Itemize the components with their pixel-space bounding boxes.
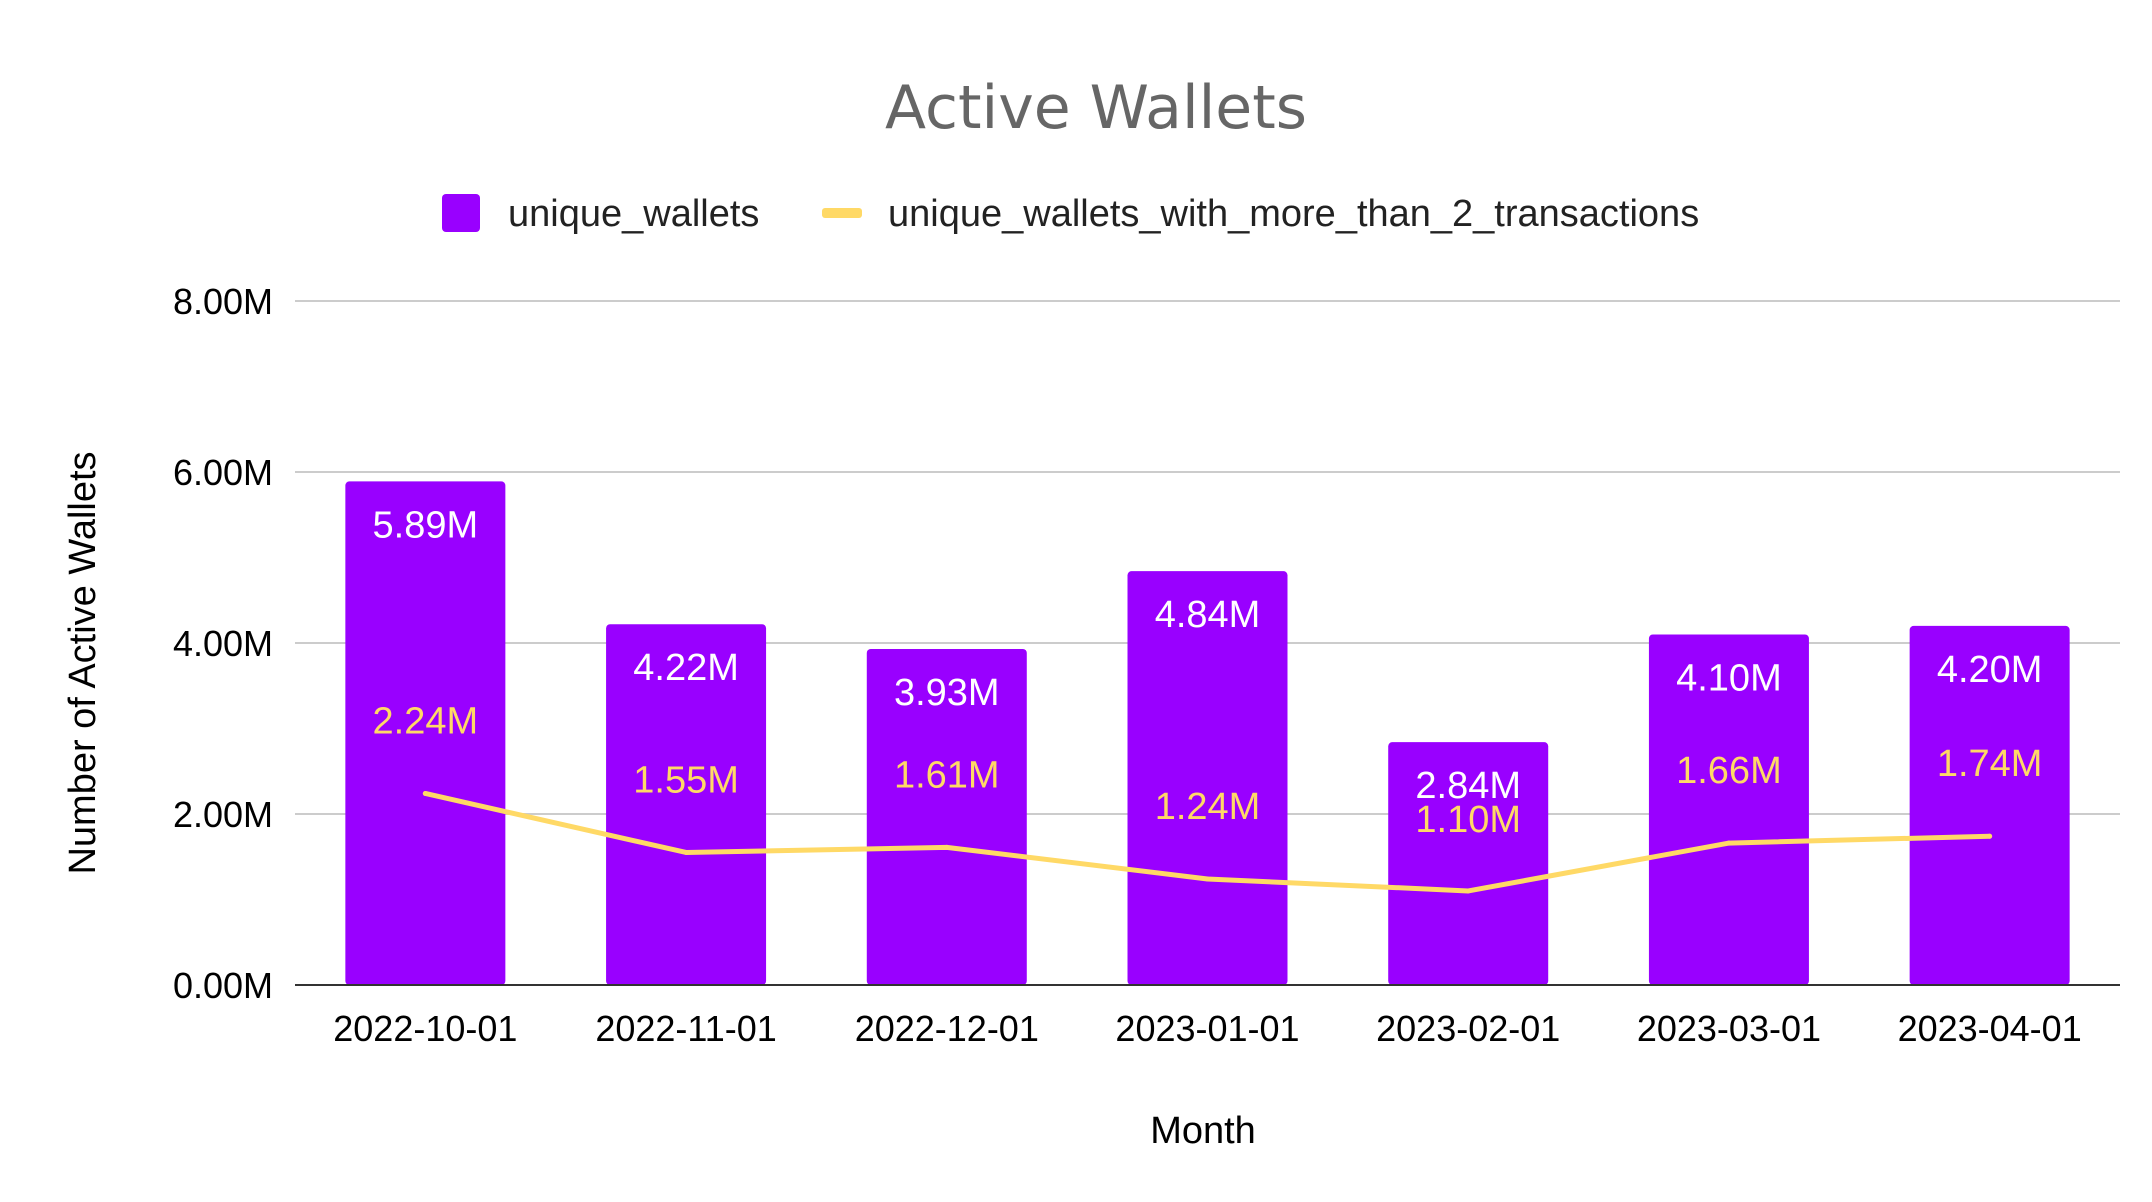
bar-value-label: 4.10M [1676, 657, 1782, 699]
x-tick-label: 2023-02-01 [1376, 1008, 1560, 1049]
y-axis-ticks: 0.00M 2.00M 4.00M 6.00M 8.00M [173, 281, 273, 1006]
y-axis-title: Number of Active Wallets [62, 451, 104, 874]
bar [1388, 742, 1549, 985]
bar [1909, 625, 2070, 985]
legend-label-wallets-more-than-2-tx: unique_wallets_with_more_than_2_transact… [888, 193, 1699, 235]
bar-value-label: 4.20M [1937, 649, 2043, 691]
line-point [683, 849, 689, 855]
bar-value-label: 4.22M [633, 647, 739, 689]
line-point [1987, 833, 1993, 839]
x-tick-label: 2023-03-01 [1637, 1008, 1821, 1049]
x-axis-title: Month [1150, 1110, 1256, 1152]
y-tick-label: 6.00M [173, 452, 273, 493]
line-value-label: 1.55M [633, 759, 739, 801]
legend: unique_wallets unique_wallets_with_more_… [442, 193, 1699, 235]
bar [866, 648, 1027, 985]
line-point [944, 844, 950, 850]
x-tick-label: 2022-11-01 [595, 1008, 776, 1049]
line-point [422, 790, 428, 796]
legend-label-unique-wallets: unique_wallets [508, 193, 759, 235]
line-point [1726, 840, 1732, 846]
x-tick-label: 2023-01-01 [1115, 1008, 1299, 1049]
bar-value-label: 3.93M [894, 672, 1000, 714]
line-point [1465, 888, 1471, 894]
x-tick-label: 2022-12-01 [855, 1008, 1039, 1049]
chart-title: Active Wallets [885, 73, 1307, 143]
bar-value-label: 4.84M [1155, 594, 1261, 636]
bar [345, 481, 506, 985]
x-axis-ticks: 2022-10-01 2022-11-01 2022-12-01 2023-01-01… [333, 1008, 2081, 1049]
bar [1648, 634, 1809, 985]
x-tick-label: 2023-04-01 [1898, 1008, 2082, 1049]
y-tick-label: 2.00M [173, 794, 273, 835]
line-value-label: 1.24M [1155, 786, 1261, 828]
line-value-label: 1.66M [1676, 750, 1782, 792]
y-tick-label: 4.00M [173, 623, 273, 664]
data-labels: 5.89M 4.22M 3.93M 4.84M 2.84M 4.10M 4.20M 2.24M… [373, 504, 2043, 841]
x-tick-label: 2022-10-01 [333, 1008, 517, 1049]
bar-value-label: 2.84M [1415, 765, 1521, 807]
legend-swatch-wallets-more-than-2-tx [822, 208, 862, 218]
y-tick-label: 0.00M [173, 965, 273, 1006]
line-point [1205, 876, 1210, 882]
legend-swatch-unique-wallets [442, 194, 480, 232]
y-tick-label: 8.00M [173, 281, 273, 322]
bars-unique-wallets [345, 481, 2070, 985]
line-value-label: 2.24M [373, 700, 479, 742]
bar [606, 624, 767, 985]
line-value-label: 1.10M [1415, 799, 1521, 841]
bar-value-label: 5.89M [373, 504, 479, 546]
line-value-label: 1.61M [894, 754, 1000, 796]
line-wallets-more-than-2-tx [422, 790, 1993, 894]
line-value-label: 1.74M [1937, 743, 2043, 785]
